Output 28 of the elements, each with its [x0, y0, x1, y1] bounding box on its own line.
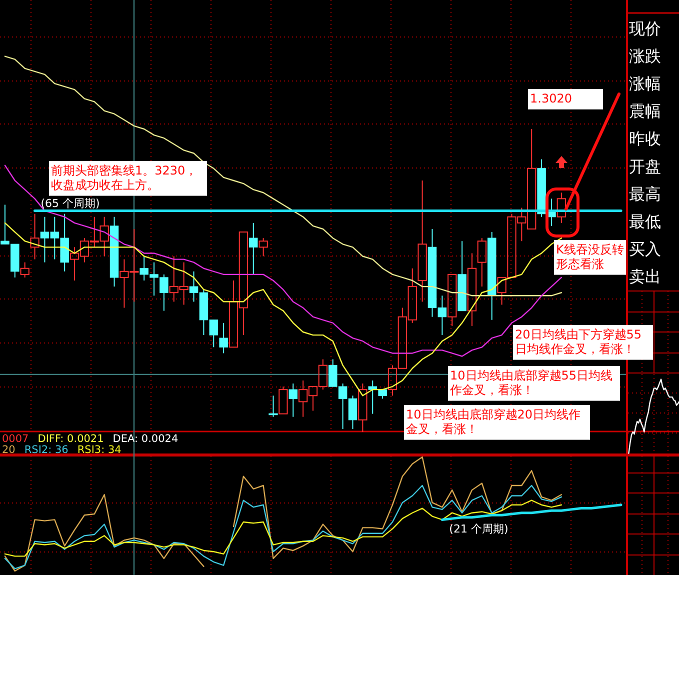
header: DIFF: 0.0021 [38, 433, 104, 445]
header: DEA: 0.0024 [112, 433, 178, 445]
label: 最高 [629, 184, 661, 204]
annotation: 20日均线由下方穿越55日均线作金叉，看涨！ [513, 325, 653, 360]
label: 最低 [629, 212, 661, 231]
label: 买入 [629, 239, 661, 258]
label: 现价 [629, 19, 661, 38]
annotation: 10日均线由底部穿越55日均线作金叉，看涨！ [448, 366, 620, 401]
header: RSI3: 34 [77, 444, 122, 456]
annotation: 10日均线由底部穿越20日均线作金叉，看涨！ [404, 405, 590, 440]
annotation: 10日均线由底部穿越20日均线作金叉，看涨！ [406, 407, 581, 436]
header: RSI2: 36 [24, 444, 68, 456]
annotation: 10日均线由底部穿越55日均线作金叉，看涨！ [449, 368, 613, 397]
header: 0007 [2, 433, 29, 445]
annotation: 前期头部密集线1。3230，收盘成功收在上方。 [51, 163, 198, 192]
annotation: 前期头部密集线1。3230，收盘成功收在上方。 [49, 161, 207, 196]
header: 20 [2, 444, 16, 456]
series-label: (65 个周期) [40, 196, 100, 210]
annotation: 20日均线由下方穿越55日均线作金叉，看涨！ [515, 327, 642, 356]
label: 卖出 [629, 266, 661, 286]
annotation: K线吞没反转形态看涨 [554, 240, 626, 275]
label: 开盘 [629, 156, 661, 176]
label: 涨幅 [629, 74, 661, 94]
label: 昨收 [629, 129, 661, 148]
annotation: 1.3020 [528, 89, 603, 110]
label: 震幅 [629, 102, 661, 121]
label: 涨跌 [629, 46, 661, 66]
series-label: (21 个周期) [449, 522, 508, 536]
